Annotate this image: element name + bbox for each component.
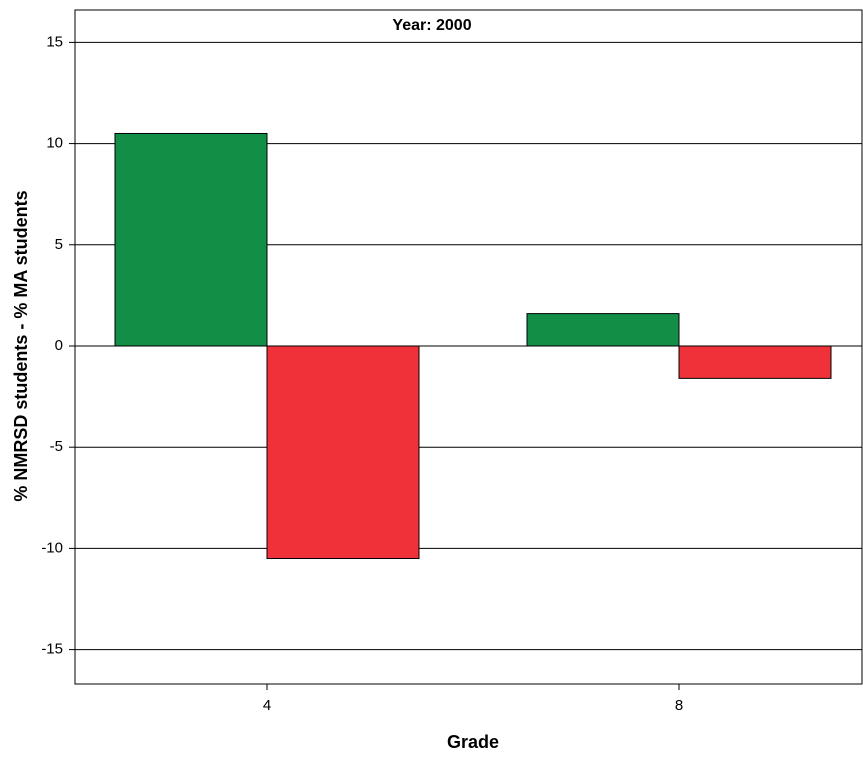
- y-tick-label: 15: [46, 33, 63, 50]
- bar: [266, 345, 420, 560]
- chart-title: Year: 2000: [392, 17, 471, 34]
- bar: [678, 345, 832, 379]
- x-axis-label: Grade: [447, 732, 499, 752]
- y-tick-label: 5: [55, 236, 63, 253]
- plot-frame: [74, 9, 863, 685]
- x-tick-label: 8: [675, 697, 683, 714]
- bar: [114, 132, 268, 347]
- x-tick-label: 4: [263, 697, 271, 714]
- y-tick-label: 0: [55, 337, 63, 354]
- y-tick-label: 10: [46, 135, 63, 152]
- y-tick-label: -15: [41, 641, 63, 658]
- y-axis-label: % NMRSD students - % MA students: [11, 190, 31, 501]
- y-tick-label: -10: [41, 539, 63, 556]
- y-tick-label: -5: [50, 438, 63, 455]
- bar: [526, 313, 680, 347]
